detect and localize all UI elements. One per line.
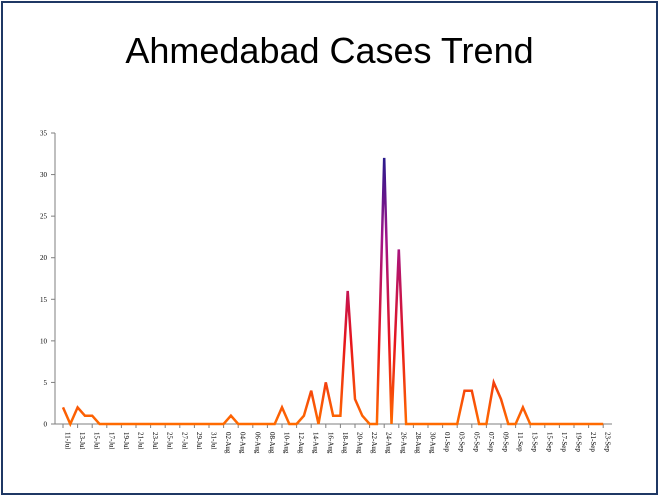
x-tick-label: 08-Aug — [268, 432, 276, 454]
x-tick-label: 11-Jul — [64, 432, 72, 449]
x-tick-label: 15-Sep — [545, 432, 553, 452]
y-tick-label: 35 — [40, 130, 48, 138]
x-tick-label: 17-Jul — [107, 432, 115, 450]
chart-axes — [54, 133, 612, 425]
x-tick-label: 06-Aug — [253, 432, 261, 454]
x-tick-label: 20-Aug — [356, 432, 364, 454]
x-tick-label: 07-Sep — [487, 432, 495, 452]
x-tick-label: 13-Jul — [78, 432, 86, 450]
data-points — [63, 158, 603, 424]
chart-title: Ahmedabad Cases Trend — [125, 30, 534, 71]
x-tick-label: 01-Sep — [443, 432, 451, 452]
y-tick-label: 25 — [40, 213, 48, 221]
x-tick-label: 09-Sep — [502, 432, 510, 452]
x-tick-label: 31-Jul — [210, 432, 218, 450]
x-tick-label: 26-Aug — [399, 432, 407, 454]
x-tick-label: 16-Aug — [326, 432, 334, 454]
y-tick-label: 30 — [40, 171, 48, 179]
x-tick-label: 11-Sep — [516, 432, 524, 452]
x-tick-label: 23-Jul — [151, 432, 159, 450]
x-tick-label: 04-Aug — [239, 432, 247, 454]
x-tick-label: 28-Aug — [414, 432, 422, 454]
x-tick-label: 10-Aug — [283, 432, 291, 454]
x-tick-label: 21-Sep — [589, 432, 597, 452]
x-tick-label: 30-Aug — [429, 432, 437, 454]
x-tick-label: 25-Jul — [166, 432, 174, 450]
x-tick-label: 15-Jul — [93, 432, 101, 450]
x-tick-label: 29-Jul — [195, 432, 203, 450]
series-lines — [61, 157, 604, 428]
x-tick-label: 18-Aug — [341, 432, 349, 454]
y-tick-label: 15 — [40, 296, 48, 304]
x-tick-label: 23-Sep — [604, 432, 612, 452]
x-tick-label: 05-Sep — [472, 432, 480, 452]
y-tick-label: 10 — [40, 337, 48, 345]
x-tick-label: 17-Sep — [560, 432, 568, 452]
y-tick-label: 5 — [44, 379, 48, 387]
x-tick-label: 22-Aug — [370, 432, 378, 454]
x-tick-label: 27-Jul — [180, 432, 188, 450]
y-tick-label: 0 — [44, 421, 48, 429]
x-tick-label: 03-Sep — [458, 432, 466, 452]
y-tick-label: 20 — [40, 254, 48, 262]
x-tick-label: 12-Aug — [297, 432, 305, 454]
x-tick-label: 19-Sep — [575, 432, 583, 452]
x-tick-label: 14-Aug — [312, 432, 320, 454]
series-line — [61, 157, 604, 428]
y-axis-ticks: 0 5 10 15 20 25 30 35 — [40, 130, 55, 429]
x-tick-label: 19-Jul — [122, 432, 130, 450]
x-axis-ticks: 11-Jul 13-Jul 15-Jul 17-Jul 19-Jul 21-Jul 23-J… — [62, 424, 612, 454]
x-tick-label: 21-Jul — [137, 432, 145, 450]
x-tick-label: 13-Sep — [531, 432, 539, 452]
x-tick-label: 02-Aug — [224, 432, 232, 454]
x-tick-label: 24-Aug — [385, 432, 393, 454]
